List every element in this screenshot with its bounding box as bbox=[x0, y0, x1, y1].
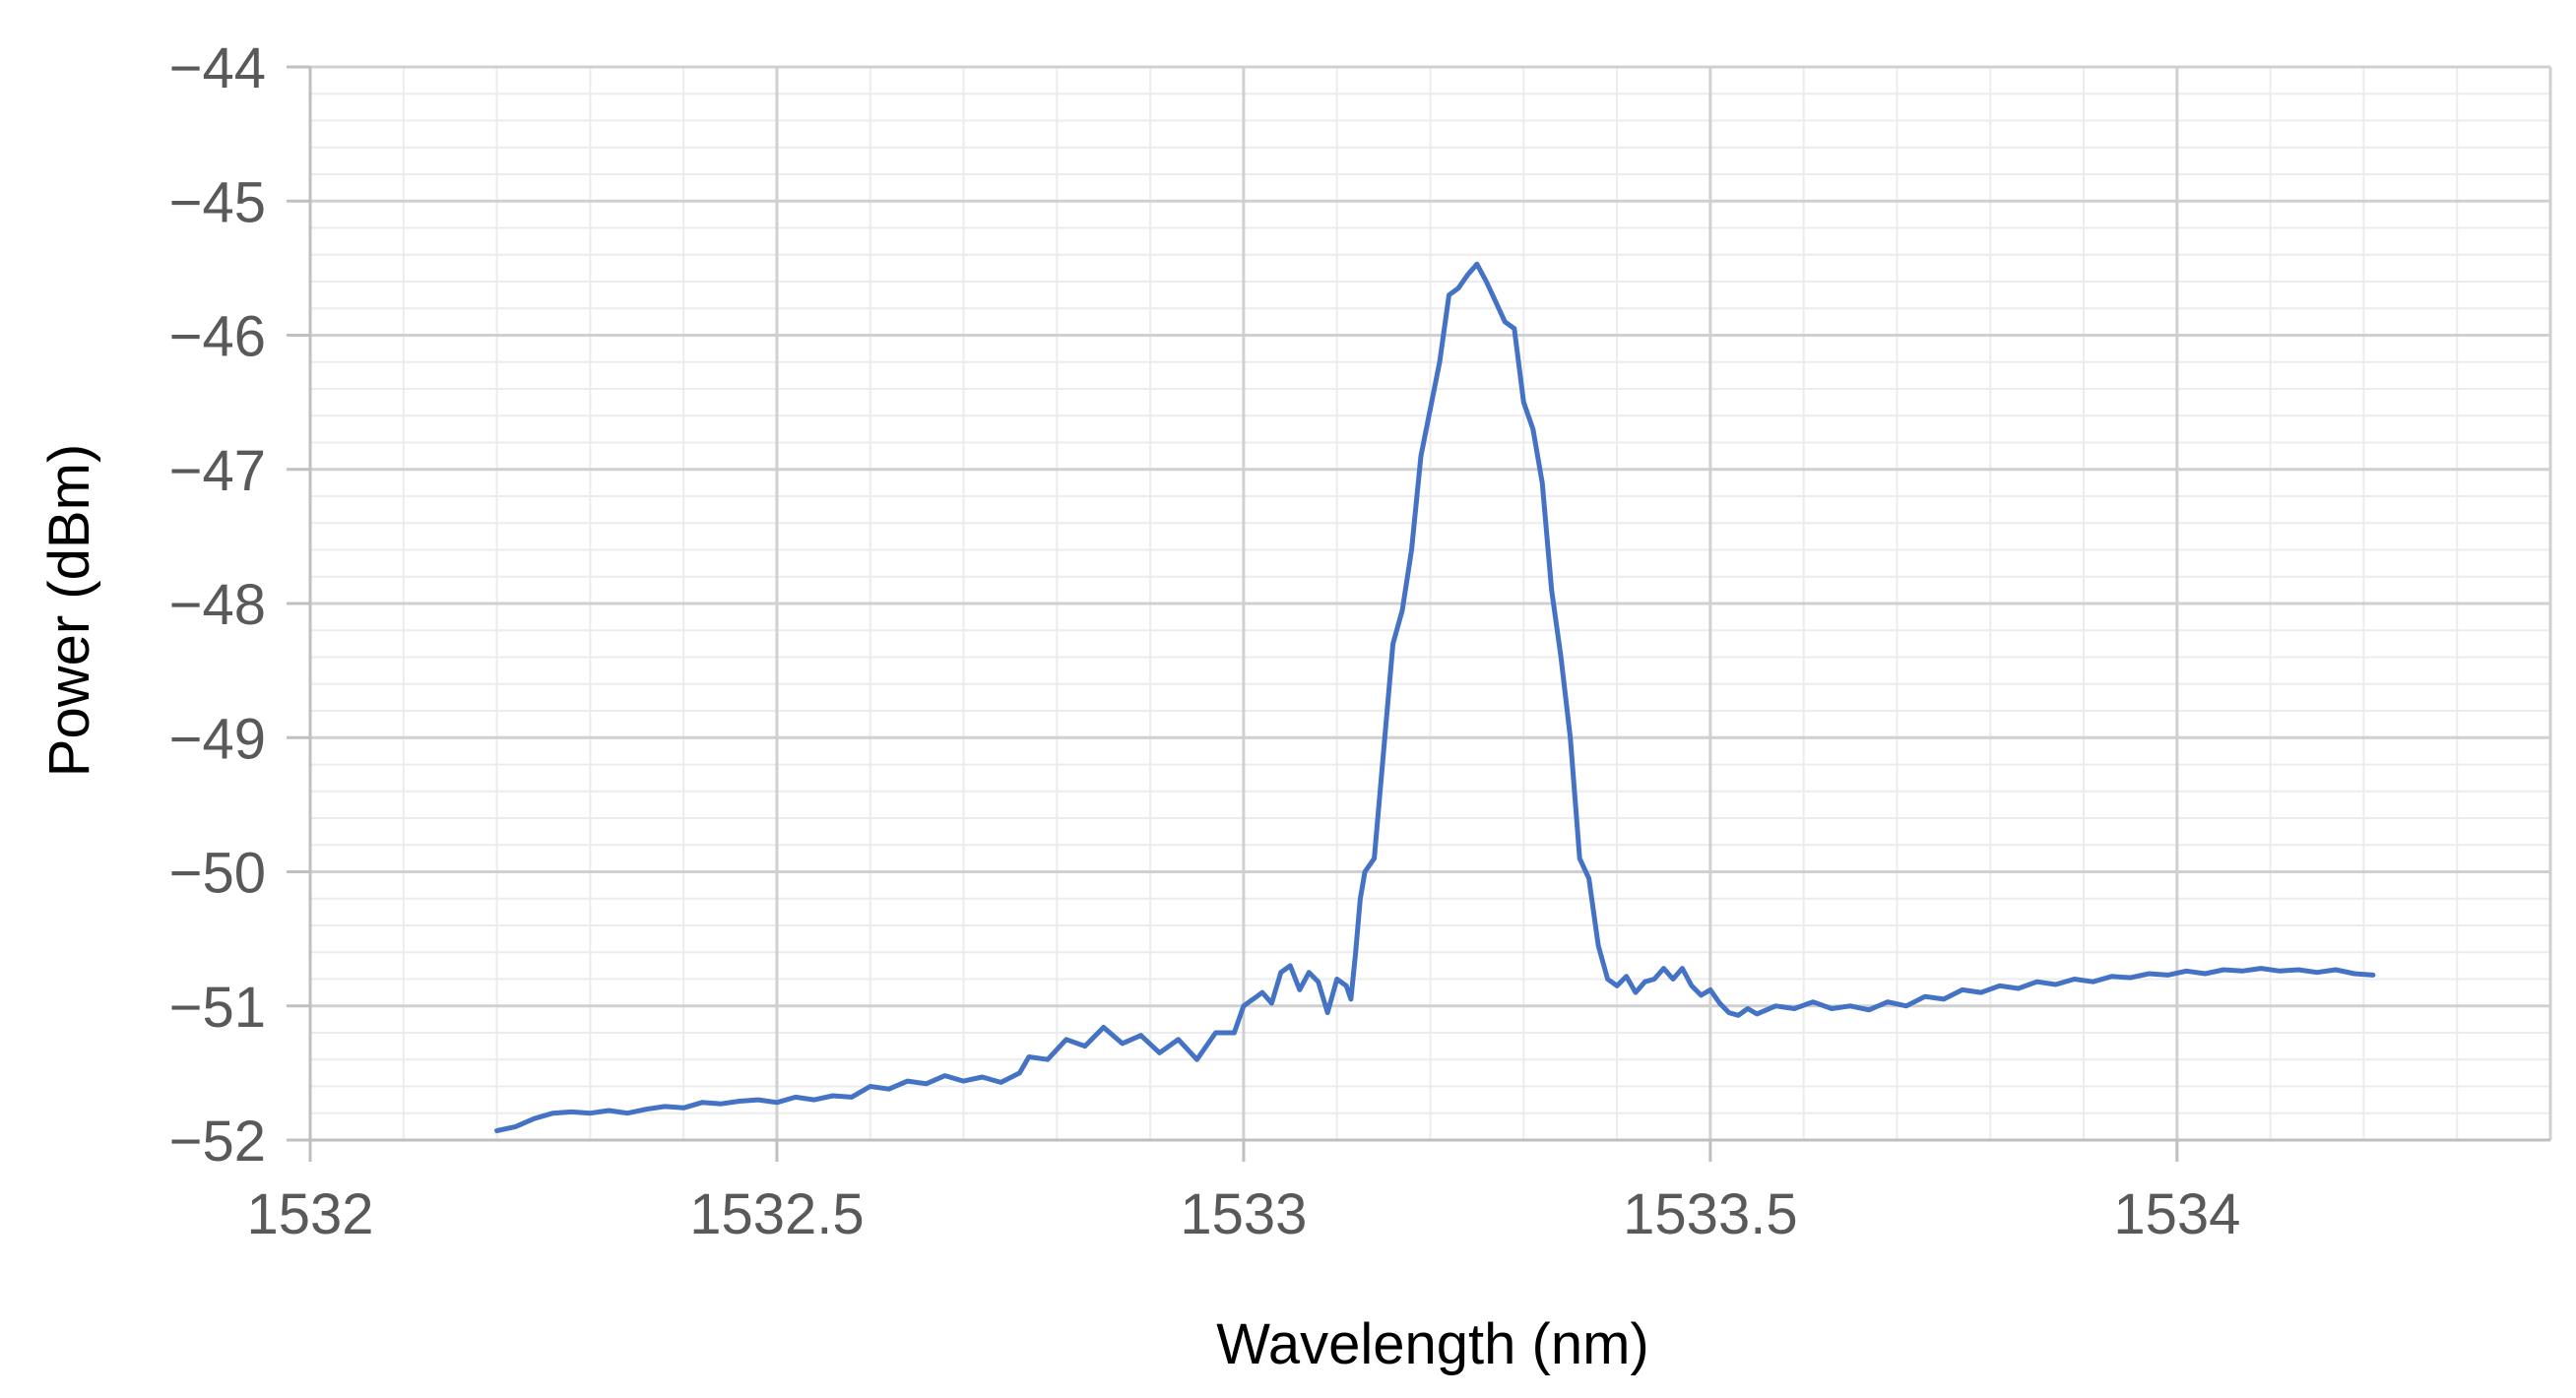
y-tick-label: −48 bbox=[169, 573, 266, 637]
y-tick-label: −47 bbox=[169, 439, 266, 503]
axes bbox=[287, 65, 2550, 1162]
y-axis-title: Power (dBm) bbox=[37, 444, 101, 777]
x-tick-label: 1533 bbox=[1180, 1182, 1307, 1246]
y-tick-label: −50 bbox=[169, 842, 266, 906]
y-tick-label: −52 bbox=[169, 1110, 266, 1174]
tick-labels: −52 −51 −50 −49 −48 −47 −46 −45 −44 1532 1532.5 153… bbox=[169, 36, 2241, 1246]
y-tick-label: −49 bbox=[169, 707, 266, 771]
x-tick-label: 1533.5 bbox=[1623, 1182, 1797, 1246]
x-axis-title: Wavelength (nm) bbox=[1216, 1312, 1648, 1376]
x-tick-label: 1532.5 bbox=[689, 1182, 864, 1246]
series-line bbox=[494, 261, 2376, 1133]
y-tick-label: −45 bbox=[169, 170, 266, 234]
y-tick-label: −51 bbox=[169, 976, 266, 1040]
x-tick-label: 1532 bbox=[246, 1182, 373, 1246]
series-layer bbox=[494, 261, 2376, 1133]
y-tick-label: −44 bbox=[169, 36, 266, 100]
y-tick-label: −46 bbox=[169, 305, 266, 369]
x-tick-label: 1534 bbox=[2113, 1182, 2240, 1246]
